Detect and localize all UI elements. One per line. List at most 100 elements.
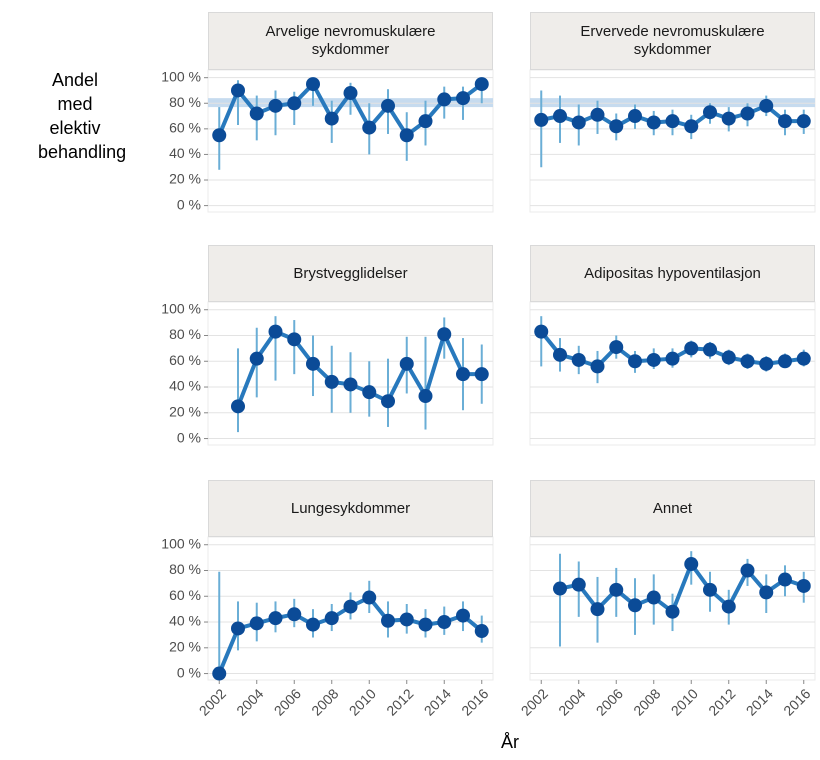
point bbox=[437, 92, 452, 107]
y-axis-label: Andel med elektiv behandling bbox=[38, 70, 127, 162]
point bbox=[474, 624, 489, 639]
point bbox=[759, 98, 774, 113]
panel-title: Arvelige nevromuskulære sykdommer bbox=[208, 12, 493, 70]
point bbox=[703, 105, 717, 120]
point bbox=[418, 617, 433, 632]
point bbox=[287, 607, 302, 622]
point bbox=[249, 351, 264, 366]
point bbox=[609, 119, 624, 134]
x-tick-label: 2014 bbox=[421, 685, 454, 718]
y-tick-label: 0 % bbox=[177, 196, 201, 212]
point bbox=[343, 599, 358, 614]
point bbox=[628, 109, 642, 124]
y-tick-label: 80 % bbox=[169, 94, 201, 110]
point bbox=[609, 582, 624, 597]
point bbox=[646, 590, 661, 605]
point bbox=[306, 617, 320, 632]
point bbox=[534, 324, 549, 339]
y-tick-label: 40 % bbox=[169, 145, 201, 161]
panel-title: Adipositas hypoventilasjon bbox=[530, 245, 815, 302]
x-tick-label: 2006 bbox=[271, 685, 304, 718]
point bbox=[684, 341, 699, 356]
point bbox=[399, 128, 414, 143]
point bbox=[362, 590, 377, 605]
point bbox=[456, 91, 470, 106]
y-tick-label: 40 % bbox=[169, 613, 201, 629]
point bbox=[571, 577, 586, 592]
point bbox=[796, 114, 811, 129]
point bbox=[721, 599, 736, 614]
x-tick-label: 2016 bbox=[780, 685, 813, 718]
y-tick-label: 20 % bbox=[169, 638, 201, 654]
point bbox=[268, 611, 283, 626]
point bbox=[553, 347, 567, 362]
point bbox=[609, 340, 624, 355]
point bbox=[324, 611, 339, 626]
point bbox=[249, 616, 264, 631]
point bbox=[231, 399, 245, 414]
y-tick-label: 40 % bbox=[169, 378, 201, 394]
point bbox=[231, 83, 245, 98]
point bbox=[399, 356, 414, 371]
y-tick-label: 100 % bbox=[161, 68, 201, 84]
point bbox=[665, 351, 680, 366]
point bbox=[703, 342, 717, 357]
point bbox=[628, 354, 642, 369]
x-tick-label: 2002 bbox=[196, 685, 229, 718]
point bbox=[646, 352, 661, 367]
point bbox=[740, 563, 755, 578]
point bbox=[759, 356, 774, 371]
y-tick-label: 0 % bbox=[177, 664, 201, 680]
point bbox=[721, 350, 736, 365]
point bbox=[249, 106, 264, 121]
point bbox=[703, 582, 717, 597]
point bbox=[590, 107, 605, 122]
point bbox=[553, 581, 567, 596]
point bbox=[628, 598, 642, 613]
plot-area bbox=[529, 301, 816, 446]
x-tick-label: 2008 bbox=[308, 685, 341, 718]
point bbox=[590, 359, 605, 374]
x-tick-label: 2012 bbox=[705, 685, 738, 718]
y-tick-label: 20 % bbox=[169, 403, 201, 419]
y-tick-label: 100 % bbox=[161, 300, 201, 316]
y-tick-label: 0 % bbox=[177, 429, 201, 445]
point bbox=[740, 354, 755, 369]
point bbox=[212, 666, 227, 681]
point bbox=[665, 604, 680, 619]
point bbox=[534, 112, 549, 127]
target-band bbox=[530, 98, 815, 108]
y-tick-label: 20 % bbox=[169, 171, 201, 187]
point bbox=[571, 352, 586, 367]
y-tick-label: 60 % bbox=[169, 120, 201, 136]
y-tick-label: 100 % bbox=[161, 535, 201, 551]
point bbox=[362, 120, 377, 135]
point bbox=[287, 96, 302, 111]
x-tick-label: 2002 bbox=[518, 685, 551, 718]
x-tick-label: 2010 bbox=[346, 685, 379, 718]
x-tick-label: 2014 bbox=[743, 685, 776, 718]
point bbox=[778, 354, 792, 369]
point bbox=[418, 389, 433, 404]
x-tick-label: 2004 bbox=[555, 685, 588, 718]
panel-title: Annet bbox=[530, 480, 815, 537]
point bbox=[474, 367, 489, 382]
point bbox=[553, 109, 567, 124]
point bbox=[287, 332, 302, 347]
point bbox=[324, 374, 339, 389]
point bbox=[381, 98, 395, 113]
point bbox=[381, 613, 395, 628]
point bbox=[778, 114, 792, 129]
x-tick-label: 2008 bbox=[630, 685, 663, 718]
point bbox=[437, 327, 452, 342]
point bbox=[399, 612, 414, 627]
point bbox=[590, 602, 605, 617]
point bbox=[684, 119, 699, 134]
point bbox=[418, 114, 433, 129]
point bbox=[306, 356, 320, 371]
panel-title: Lungesykdommer bbox=[208, 480, 493, 537]
point bbox=[362, 385, 377, 400]
x-axis-label: År bbox=[501, 732, 519, 752]
